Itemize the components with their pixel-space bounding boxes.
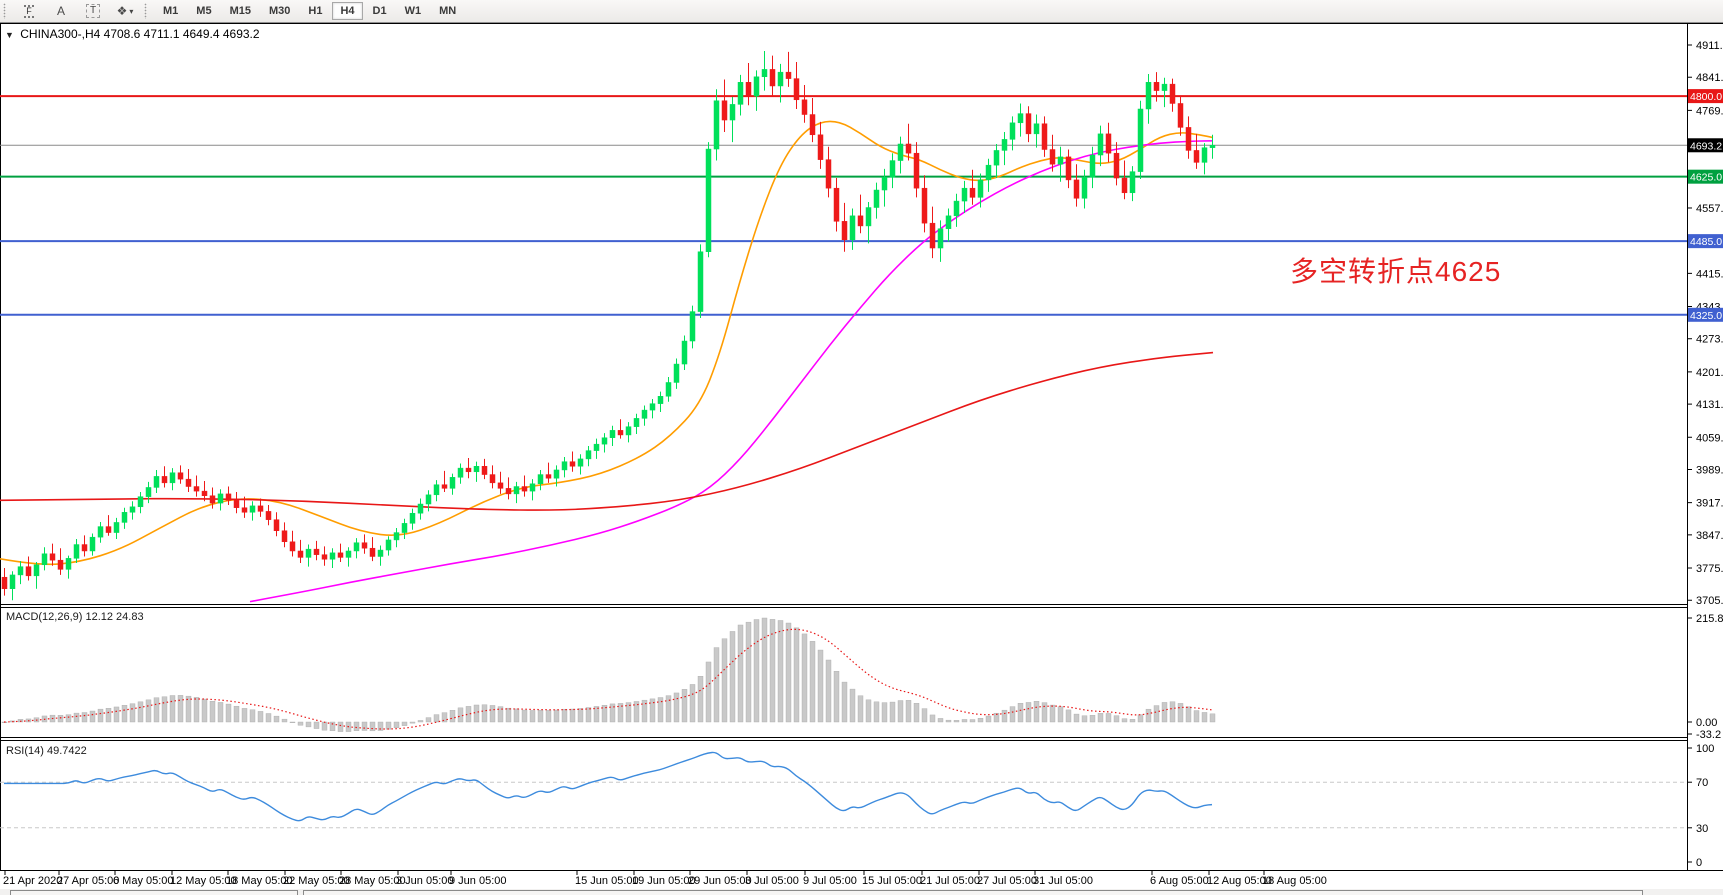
- svg-text:6 May 05:00: 6 May 05:00: [113, 875, 174, 887]
- svg-text:4800.0: 4800.0: [1690, 91, 1722, 103]
- svg-text:30: 30: [1696, 823, 1708, 835]
- horizontal-lines[interactable]: [0, 95, 1687, 316]
- symbol-period-label: CHINA300-,H4: [20, 27, 101, 41]
- price-levels-icon: F: [24, 4, 34, 18]
- svg-text:4841.0: 4841.0: [1696, 72, 1723, 84]
- ma-slow-line: [0, 351, 1214, 511]
- svg-text:-33.2: -33.2: [1696, 729, 1721, 741]
- svg-text:4059.0: 4059.0: [1696, 432, 1723, 444]
- macd-axis-labels: 215.81 0.00-33.2: [1687, 613, 1723, 741]
- svg-text:3847.0: 3847.0: [1696, 530, 1723, 542]
- timeframe-m5[interactable]: M5: [188, 2, 219, 20]
- text-box-tool-button[interactable]: T: [78, 1, 108, 22]
- toolbar-grip[interactable]: [3, 3, 8, 19]
- svg-text:19 Jun 05:00: 19 Jun 05:00: [632, 875, 696, 887]
- svg-text:100: 100: [1696, 743, 1714, 755]
- chart-text-annotation[interactable]: 多空转折点4625: [1290, 256, 1502, 287]
- svg-text:70: 70: [1696, 777, 1708, 789]
- svg-text:4693.2: 4693.2: [1690, 140, 1722, 152]
- timeframe-m15[interactable]: M15: [222, 2, 259, 20]
- timeframe-h1[interactable]: H1: [300, 2, 330, 20]
- svg-text:22 May 05:00: 22 May 05:00: [283, 875, 350, 887]
- ma-fast-line: [0, 120, 1214, 566]
- svg-text:15 Jul 05:00: 15 Jul 05:00: [862, 875, 922, 887]
- svg-text:29 Jun 05:00: 29 Jun 05:00: [688, 875, 752, 887]
- svg-text:18 Aug 05:00: 18 Aug 05:00: [1262, 875, 1327, 887]
- toolbar-grip[interactable]: [144, 3, 149, 19]
- timeframe-w1[interactable]: W1: [397, 2, 430, 20]
- svg-text:4415.0: 4415.0: [1696, 268, 1723, 280]
- svg-text:4769.0: 4769.0: [1696, 105, 1723, 117]
- svg-text:4273.0: 4273.0: [1696, 334, 1723, 346]
- price-levels-tool-button[interactable]: F: [14, 1, 44, 22]
- svg-text:4557.0: 4557.0: [1696, 203, 1723, 215]
- svg-text:3775.0: 3775.0: [1696, 563, 1723, 575]
- svg-text:31 Jul 05:00: 31 Jul 05:00: [1033, 875, 1093, 887]
- bottom-window-edge: [0, 889, 1723, 895]
- macd-indicator-label: MACD(12,26,9) 12.12 24.83: [6, 611, 144, 623]
- svg-text:4325.0: 4325.0: [1690, 310, 1722, 322]
- svg-text:6 Aug 05:00: 6 Aug 05:00: [1150, 875, 1209, 887]
- svg-text:4911.0: 4911.0: [1696, 40, 1723, 52]
- svg-text:0: 0: [1696, 857, 1702, 869]
- svg-text:4485.0: 4485.0: [1690, 236, 1722, 248]
- svg-text:9 Jul 05:00: 9 Jul 05:00: [803, 875, 857, 887]
- y-axis-labels: 4911.04841.04769.04557.04415.04343.04273…: [1687, 40, 1723, 607]
- text-label-tool-button[interactable]: A: [46, 1, 76, 22]
- svg-text:21 Jul 05:00: 21 Jul 05:00: [920, 875, 980, 887]
- svg-text:12 Aug 05:00: 12 Aug 05:00: [1207, 875, 1272, 887]
- svg-text:3989.0: 3989.0: [1696, 464, 1723, 476]
- panel-borders: [0, 23, 1723, 871]
- timeframe-h4[interactable]: H4: [332, 2, 363, 20]
- svg-text:3 Jul 05:00: 3 Jul 05:00: [745, 875, 799, 887]
- rsi-indicator-label: RSI(14) 49.7422: [6, 745, 87, 757]
- svg-text:4625.0: 4625.0: [1690, 172, 1722, 184]
- chevron-down-icon: ▾: [129, 6, 134, 16]
- chart-title: ▼ CHINA300-,H4 4708.6 4711.1 4649.4 4693…: [5, 27, 260, 41]
- svg-text:18 May 05:00: 18 May 05:00: [226, 875, 293, 887]
- timeframe-m1[interactable]: M1: [155, 2, 186, 20]
- docked-panel-edge: [303, 890, 1643, 895]
- macd-signal-line: [3, 628, 1213, 730]
- arrow-tools-icon: ❖: [116, 4, 128, 18]
- svg-text:27 Apr 05:00: 27 Apr 05:00: [57, 875, 119, 887]
- rsi-axis-labels: 100 70 30 0: [1687, 743, 1714, 869]
- timeframe-bar: M1 M5 M15 M30 H1 H4 D1 W1 MN: [154, 2, 465, 20]
- svg-text:9 Jun 05:00: 9 Jun 05:00: [449, 875, 507, 887]
- svg-text:215.81: 215.81: [1696, 613, 1723, 625]
- svg-text:12 May 05:00: 12 May 05:00: [170, 875, 237, 887]
- svg-text:27 Jul 05:00: 27 Jul 05:00: [977, 875, 1037, 887]
- candles-layer: [1, 50, 1216, 601]
- svg-text:4201.0: 4201.0: [1696, 367, 1723, 379]
- svg-text:3705.0: 3705.0: [1696, 595, 1723, 607]
- svg-text:4131.0: 4131.0: [1696, 399, 1723, 411]
- macd-histogram: [1, 617, 1216, 732]
- ma-mid-line: [249, 139, 1214, 603]
- timeframe-d1[interactable]: D1: [365, 2, 395, 20]
- ohlc-values: 4708.6 4711.1 4649.4 4693.2: [103, 27, 260, 41]
- collapse-arrow-icon[interactable]: ▼: [5, 30, 14, 40]
- arrow-tools-button[interactable]: ❖ ▾: [110, 1, 140, 22]
- toolbar: F A T ❖ ▾ M1 M5 M15 M30 H1 H4 D1 W1 MN: [0, 0, 1723, 23]
- svg-text:0.00: 0.00: [1696, 717, 1717, 729]
- svg-text:15 Jun 05:00: 15 Jun 05:00: [575, 875, 639, 887]
- svg-text:3 Jun 05:00: 3 Jun 05:00: [396, 875, 454, 887]
- docked-panel-edge: [10, 890, 298, 895]
- svg-text:21 Apr 2020: 21 Apr 2020: [3, 875, 62, 887]
- price-badges: 4800.0 4693.2 4625.0 4485.0 4325.0: [1688, 89, 1723, 322]
- timeframe-mn[interactable]: MN: [431, 2, 464, 20]
- rsi-line: [3, 751, 1213, 822]
- svg-text:3917.0: 3917.0: [1696, 498, 1723, 510]
- svg-text:28 May 05:00: 28 May 05:00: [339, 875, 406, 887]
- timeframe-m30[interactable]: M30: [261, 2, 298, 20]
- text-box-icon: T: [85, 4, 101, 18]
- text-label-icon: A: [56, 4, 65, 18]
- rsi-level-lines: [0, 781, 1687, 829]
